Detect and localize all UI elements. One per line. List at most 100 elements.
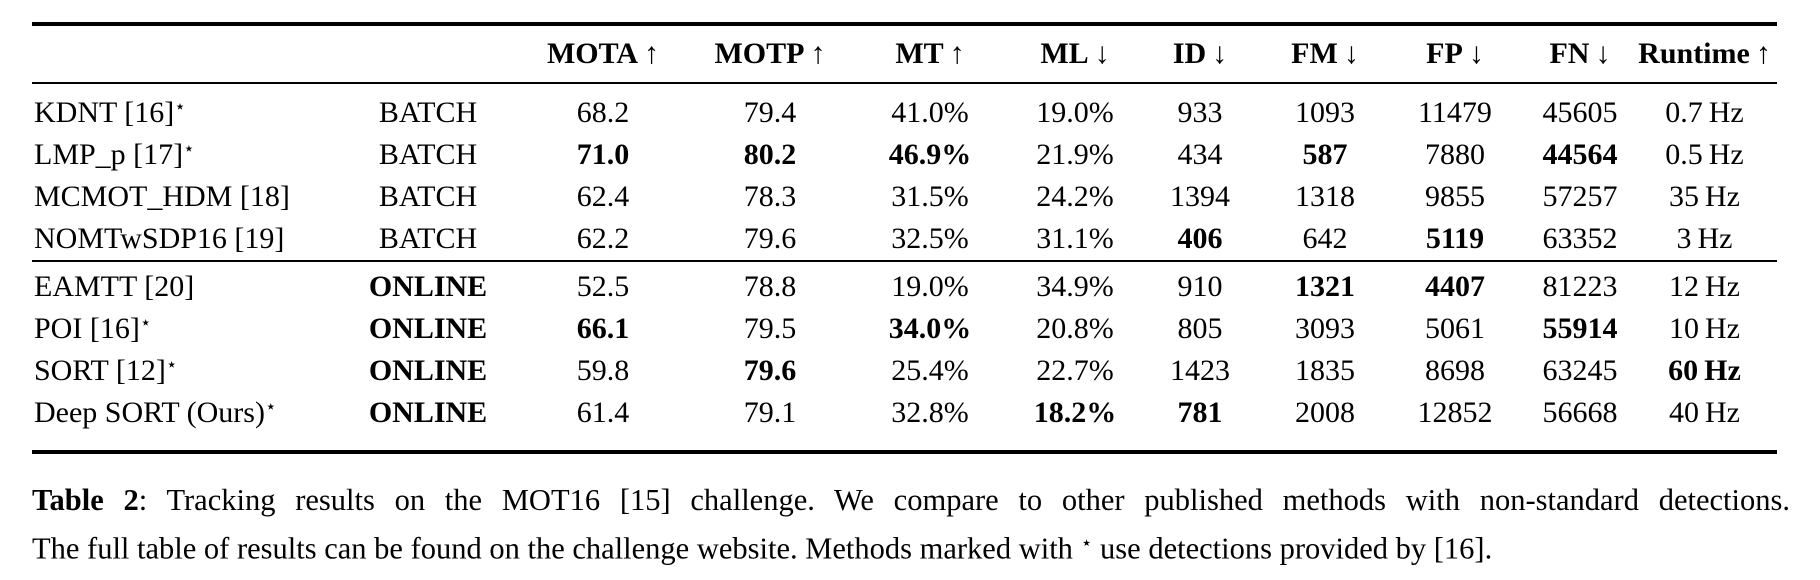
value-cell-motp: 79.5	[743, 312, 797, 345]
column-label: MT	[895, 37, 944, 70]
value-cell-mt: 31.5%	[891, 180, 969, 213]
value-cell-mota: 62.2	[576, 222, 630, 255]
mode-cell: ONLINE	[368, 270, 488, 303]
method-name-cell: NOMTwSDP16 [19]	[34, 222, 285, 255]
column-label: FP	[1426, 37, 1463, 70]
column-label: MOTA	[546, 37, 639, 70]
caption-text-1: Tracking results on the MOT16 [15] chall…	[166, 483, 1790, 517]
value-cell-fn: 57257	[1542, 180, 1618, 213]
table-row: KDNT [16]⋆ BATCH 68.2 79.4 41.0% 19.0% 933 1093…	[32, 83, 1777, 134]
value-cell-runtime: 0.5 Hz	[1665, 138, 1744, 171]
value-cell-runtime: 0.7 Hz	[1665, 96, 1744, 129]
star-marker: ⋆	[1080, 533, 1093, 554]
method-name-cell: POI [16]⋆	[34, 312, 152, 345]
value-cell-mota: 61.4	[576, 396, 630, 429]
arrow-up-icon: ↑	[804, 37, 826, 70]
value-cell-motp: 79.6	[743, 222, 797, 255]
value-cell-id: 910	[1177, 270, 1223, 303]
method-name-cell: SORT [12]⋆	[34, 354, 178, 387]
column-label: ID	[1172, 37, 1207, 70]
value-cell-mt: 34.0%	[888, 312, 972, 345]
value-cell-fn: 44564	[1542, 138, 1618, 171]
value-cell-id: 434	[1177, 138, 1223, 171]
value-cell-fp: 5119	[1425, 222, 1485, 255]
column-header-mode	[348, 24, 508, 83]
value-cell-id: 1423	[1170, 354, 1230, 387]
value-cell-motp: 80.2	[743, 138, 797, 171]
table-row: POI [16]⋆ ONLINE 66.1 79.5 34.0% 20.8% 805 3093…	[32, 308, 1777, 350]
column-label: ML	[1040, 37, 1089, 70]
caption-label: Table 2	[32, 483, 139, 517]
column-label: FM	[1291, 37, 1338, 70]
star-marker: ⋆	[165, 354, 178, 376]
arrow-up-icon: ↑	[943, 37, 965, 70]
value-cell-mota: 71.0	[576, 138, 630, 171]
caption-line-1: Table 2: Tracking results on the MOT16 […	[32, 478, 1790, 522]
value-cell-fm: 642	[1302, 222, 1348, 255]
column-header-fn: FN ↓	[1528, 24, 1632, 83]
value-cell-fp: 4407	[1425, 270, 1485, 303]
value-cell-fp: 11479	[1418, 96, 1492, 129]
method-name-cell: KDNT [16]⋆	[34, 96, 186, 129]
value-cell-id: 781	[1177, 396, 1223, 429]
column-header-fm: FM ↓	[1268, 24, 1382, 83]
value-cell-fn: 45605	[1542, 96, 1618, 129]
column-header-id: ID ↓	[1132, 24, 1268, 83]
value-cell-fn: 81223	[1542, 270, 1618, 303]
table-row: NOMTwSDP16 [19] BATCH 62.2 79.6 32.5% 31.1% 40…	[32, 218, 1777, 261]
method-name-cell: EAMTT [20]	[34, 270, 195, 303]
column-header-fp: FP ↓	[1382, 24, 1528, 83]
method-name-cell: Deep SORT (Ours)⋆	[34, 396, 277, 429]
batch-section: KDNT [16]⋆ BATCH 68.2 79.4 41.0% 19.0% 933 1093…	[32, 83, 1777, 261]
value-cell-mota: 66.1	[576, 312, 630, 345]
mode-cell: BATCH	[378, 222, 478, 255]
value-cell-fp: 7880	[1425, 138, 1485, 171]
header-row: MOTA ↑ MOTP ↑ MT ↑ ML ↓ ID ↓ FM ↓ FP ↓ FN ↓ Runt…	[32, 24, 1777, 83]
value-cell-mt: 25.4%	[891, 354, 969, 387]
column-header-mota: MOTA ↑	[508, 24, 698, 83]
column-header-motp: MOTP ↑	[698, 24, 842, 83]
star-marker: ⋆	[139, 312, 152, 334]
value-cell-motp: 79.1	[743, 396, 797, 429]
value-cell-mt: 32.8%	[891, 396, 969, 429]
value-cell-motp: 78.8	[743, 270, 797, 303]
method-name-cell: LMP_p [17]⋆	[34, 138, 195, 171]
table-row: Deep SORT (Ours)⋆ ONLINE 61.4 79.1 32.8% 18.2…	[32, 392, 1777, 452]
arrow-down-icon: ↓	[1337, 37, 1359, 70]
column-label: MOTP	[714, 37, 805, 70]
method-name-cell: MCMOT_HDM [18]	[34, 180, 290, 213]
value-cell-fn: 56668	[1542, 396, 1618, 429]
star-marker: ⋆	[174, 96, 186, 118]
value-cell-mt: 19.0%	[891, 270, 969, 303]
value-cell-fn: 63245	[1542, 354, 1618, 387]
value-cell-fn: 63352	[1542, 222, 1618, 255]
value-cell-ml: 31.1%	[1036, 222, 1114, 255]
table-row: LMP_p [17]⋆ BATCH 71.0 80.2 46.9% 21.9% 434 587…	[32, 134, 1777, 176]
value-cell-id: 805	[1177, 312, 1223, 345]
value-cell-motp: 78.3	[743, 180, 797, 213]
value-cell-fm: 2008	[1295, 396, 1355, 429]
value-cell-ml: 20.8%	[1036, 312, 1114, 345]
value-cell-fm: 1318	[1295, 180, 1355, 213]
results-table: MOTA ↑ MOTP ↑ MT ↑ ML ↓ ID ↓ FM ↓ FP ↓ FN ↓ Runt…	[32, 22, 1777, 454]
value-cell-ml: 19.0%	[1036, 96, 1114, 129]
value-cell-id: 933	[1177, 96, 1223, 129]
table-header: MOTA ↑ MOTP ↑ MT ↑ ML ↓ ID ↓ FM ↓ FP ↓ FN ↓ Runt…	[32, 24, 1777, 83]
value-cell-mota: 59.8	[576, 354, 630, 387]
column-header-ml: ML ↓	[1018, 24, 1132, 83]
value-cell-fm: 587	[1302, 138, 1348, 171]
value-cell-mt: 32.5%	[891, 222, 969, 255]
star-marker: ⋆	[183, 138, 195, 160]
value-cell-runtime: 60 Hz	[1668, 354, 1741, 387]
caption-colon: :	[138, 483, 167, 517]
mode-cell: ONLINE	[368, 312, 488, 345]
value-cell-runtime: 35 Hz	[1669, 180, 1740, 213]
star-marker: ⋆	[264, 396, 277, 418]
column-header-mt: MT ↑	[842, 24, 1018, 83]
value-cell-motp: 79.4	[743, 96, 797, 129]
value-cell-mt: 46.9%	[888, 138, 972, 171]
value-cell-motp: 79.6	[743, 354, 797, 387]
column-header-method	[32, 24, 348, 83]
value-cell-fm: 1321	[1295, 270, 1355, 303]
